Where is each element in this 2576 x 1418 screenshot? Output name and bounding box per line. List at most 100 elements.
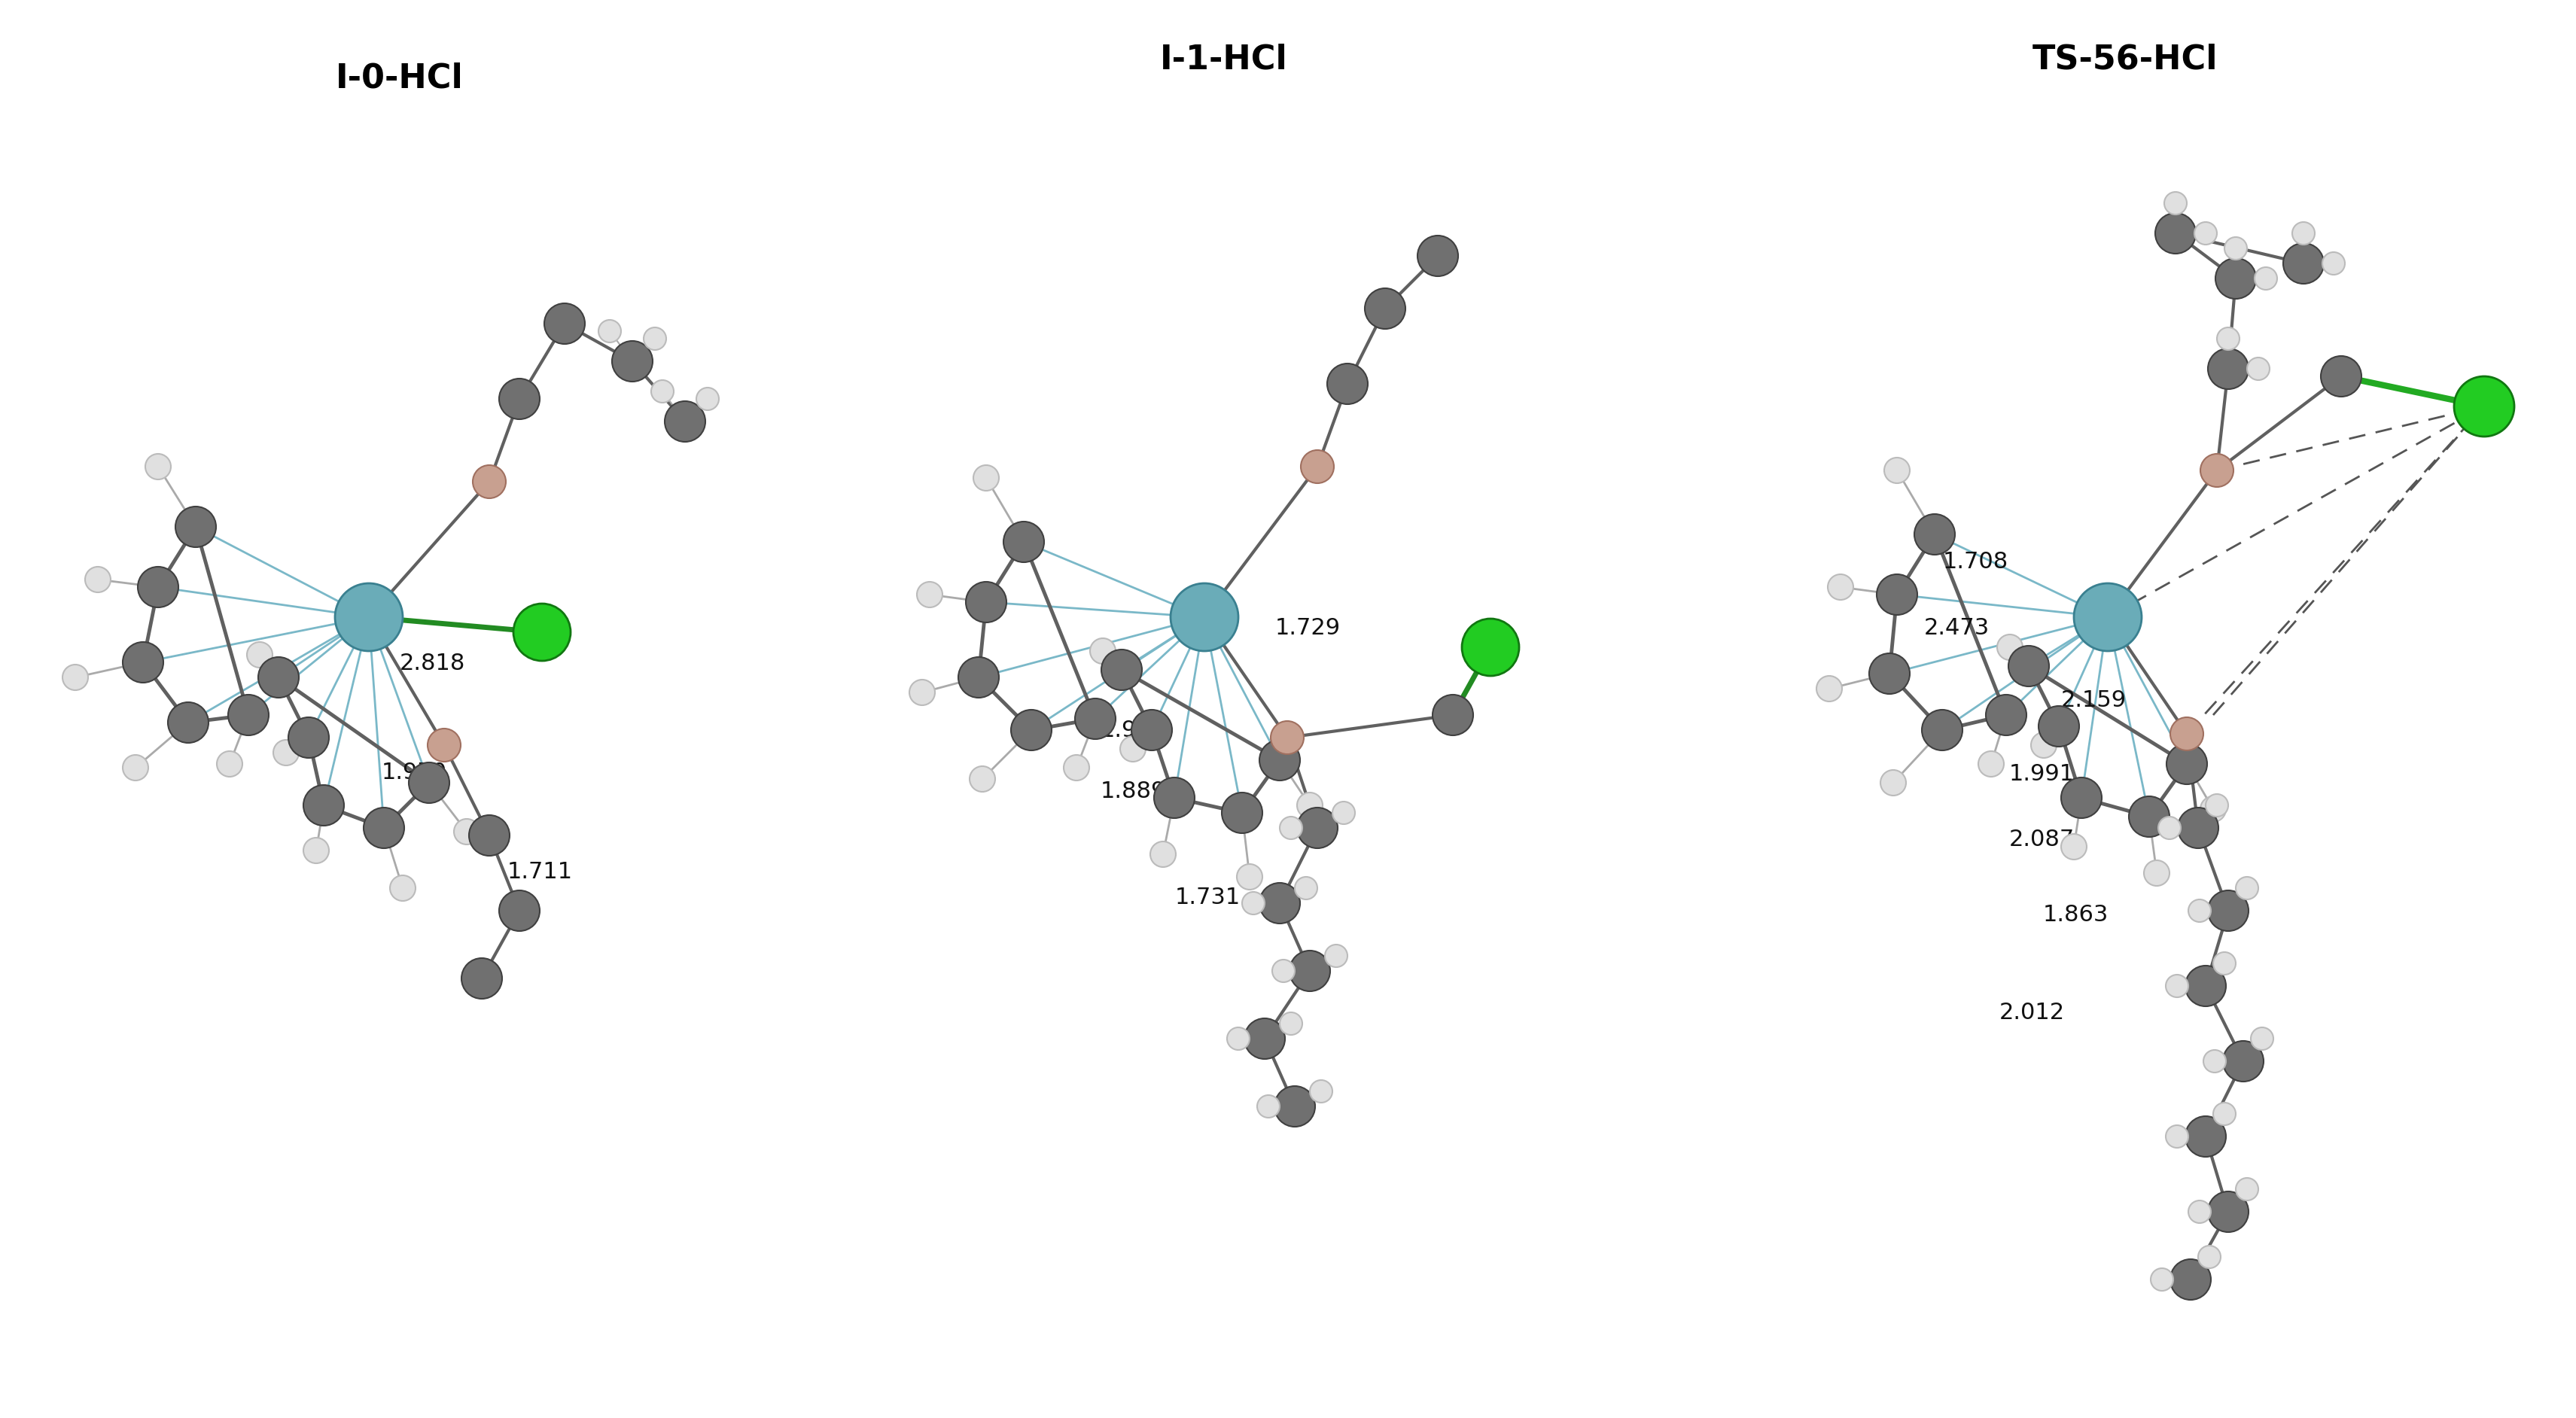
- Circle shape: [1883, 458, 1909, 484]
- Circle shape: [2038, 706, 2079, 747]
- Circle shape: [1280, 1012, 1303, 1035]
- Circle shape: [696, 387, 719, 410]
- Circle shape: [2061, 834, 2087, 859]
- Circle shape: [1275, 1086, 1316, 1127]
- Circle shape: [1463, 618, 1520, 676]
- Circle shape: [461, 959, 502, 998]
- Circle shape: [1298, 793, 1321, 818]
- Circle shape: [229, 695, 268, 736]
- Circle shape: [1090, 638, 1115, 664]
- Circle shape: [258, 657, 299, 698]
- Circle shape: [469, 815, 510, 856]
- Circle shape: [652, 380, 675, 403]
- Circle shape: [1273, 960, 1296, 983]
- Circle shape: [2169, 1259, 2210, 1300]
- Circle shape: [2324, 252, 2344, 275]
- Circle shape: [175, 506, 216, 547]
- Circle shape: [2074, 583, 2141, 651]
- Circle shape: [2208, 891, 2249, 932]
- Circle shape: [1332, 801, 1355, 824]
- Circle shape: [2455, 376, 2514, 437]
- Circle shape: [2254, 267, 2277, 289]
- Text: 2.012: 2.012: [1999, 1001, 2063, 1024]
- Circle shape: [124, 642, 162, 682]
- Circle shape: [1914, 515, 1955, 554]
- Circle shape: [1170, 583, 1239, 651]
- Circle shape: [2197, 1245, 2221, 1268]
- Circle shape: [2195, 223, 2218, 245]
- Circle shape: [969, 766, 994, 791]
- Text: 2.818: 2.818: [399, 652, 466, 675]
- Text: 1.731: 1.731: [1175, 886, 1239, 909]
- Circle shape: [1432, 695, 1473, 736]
- Circle shape: [613, 340, 652, 381]
- Circle shape: [2246, 357, 2269, 380]
- Circle shape: [1291, 950, 1329, 991]
- Circle shape: [453, 818, 479, 845]
- Circle shape: [1870, 654, 1909, 693]
- Circle shape: [958, 657, 999, 698]
- Circle shape: [974, 465, 999, 491]
- Circle shape: [1236, 864, 1262, 889]
- Circle shape: [1816, 676, 1842, 702]
- Circle shape: [1154, 777, 1195, 818]
- Circle shape: [1103, 649, 1141, 691]
- Circle shape: [917, 581, 943, 607]
- Circle shape: [1131, 710, 1172, 750]
- Text: 1.889: 1.889: [1100, 780, 1167, 803]
- Circle shape: [2208, 1191, 2249, 1232]
- Circle shape: [1417, 235, 1458, 277]
- Circle shape: [500, 891, 541, 932]
- Circle shape: [1242, 892, 1265, 915]
- Circle shape: [289, 718, 330, 759]
- Circle shape: [2143, 861, 2169, 886]
- Circle shape: [2009, 645, 2048, 686]
- Circle shape: [2321, 356, 2362, 397]
- Circle shape: [1005, 522, 1043, 562]
- Circle shape: [1309, 1081, 1332, 1103]
- Text: I-0-HCl: I-0-HCl: [335, 62, 464, 94]
- Circle shape: [62, 665, 88, 691]
- Circle shape: [2218, 328, 2239, 350]
- Circle shape: [2164, 191, 2187, 214]
- Circle shape: [1878, 574, 1917, 615]
- Circle shape: [2128, 797, 2169, 837]
- Circle shape: [2159, 817, 2182, 839]
- Circle shape: [598, 320, 621, 343]
- Circle shape: [1221, 793, 1262, 834]
- Circle shape: [2166, 1126, 2190, 1147]
- Circle shape: [2061, 777, 2102, 818]
- Circle shape: [966, 581, 1007, 623]
- Text: TS-56-HCl: TS-56-HCl: [2032, 44, 2218, 75]
- Circle shape: [1324, 944, 1347, 967]
- Circle shape: [474, 465, 505, 498]
- Circle shape: [2208, 349, 2249, 389]
- Circle shape: [513, 604, 572, 661]
- Circle shape: [2236, 1178, 2259, 1201]
- Circle shape: [1365, 288, 1406, 329]
- Circle shape: [2251, 1028, 2275, 1049]
- Circle shape: [2282, 242, 2324, 284]
- Circle shape: [1074, 699, 1115, 739]
- Circle shape: [665, 401, 706, 442]
- Circle shape: [1121, 736, 1146, 761]
- Circle shape: [2156, 213, 2195, 254]
- Circle shape: [2223, 1041, 2264, 1082]
- Circle shape: [544, 303, 585, 345]
- Text: 2.473: 2.473: [1924, 617, 1989, 640]
- Circle shape: [2226, 237, 2246, 259]
- Circle shape: [1880, 770, 1906, 795]
- Circle shape: [1257, 1095, 1280, 1117]
- Circle shape: [2166, 743, 2208, 784]
- Circle shape: [247, 642, 273, 668]
- Circle shape: [2205, 794, 2228, 817]
- Circle shape: [1296, 876, 1316, 899]
- Circle shape: [500, 379, 541, 420]
- Circle shape: [2213, 951, 2236, 974]
- Circle shape: [1996, 634, 2022, 659]
- Circle shape: [2200, 797, 2226, 822]
- Circle shape: [2184, 1116, 2226, 1157]
- Circle shape: [410, 763, 448, 803]
- Circle shape: [304, 786, 345, 825]
- Circle shape: [137, 567, 178, 607]
